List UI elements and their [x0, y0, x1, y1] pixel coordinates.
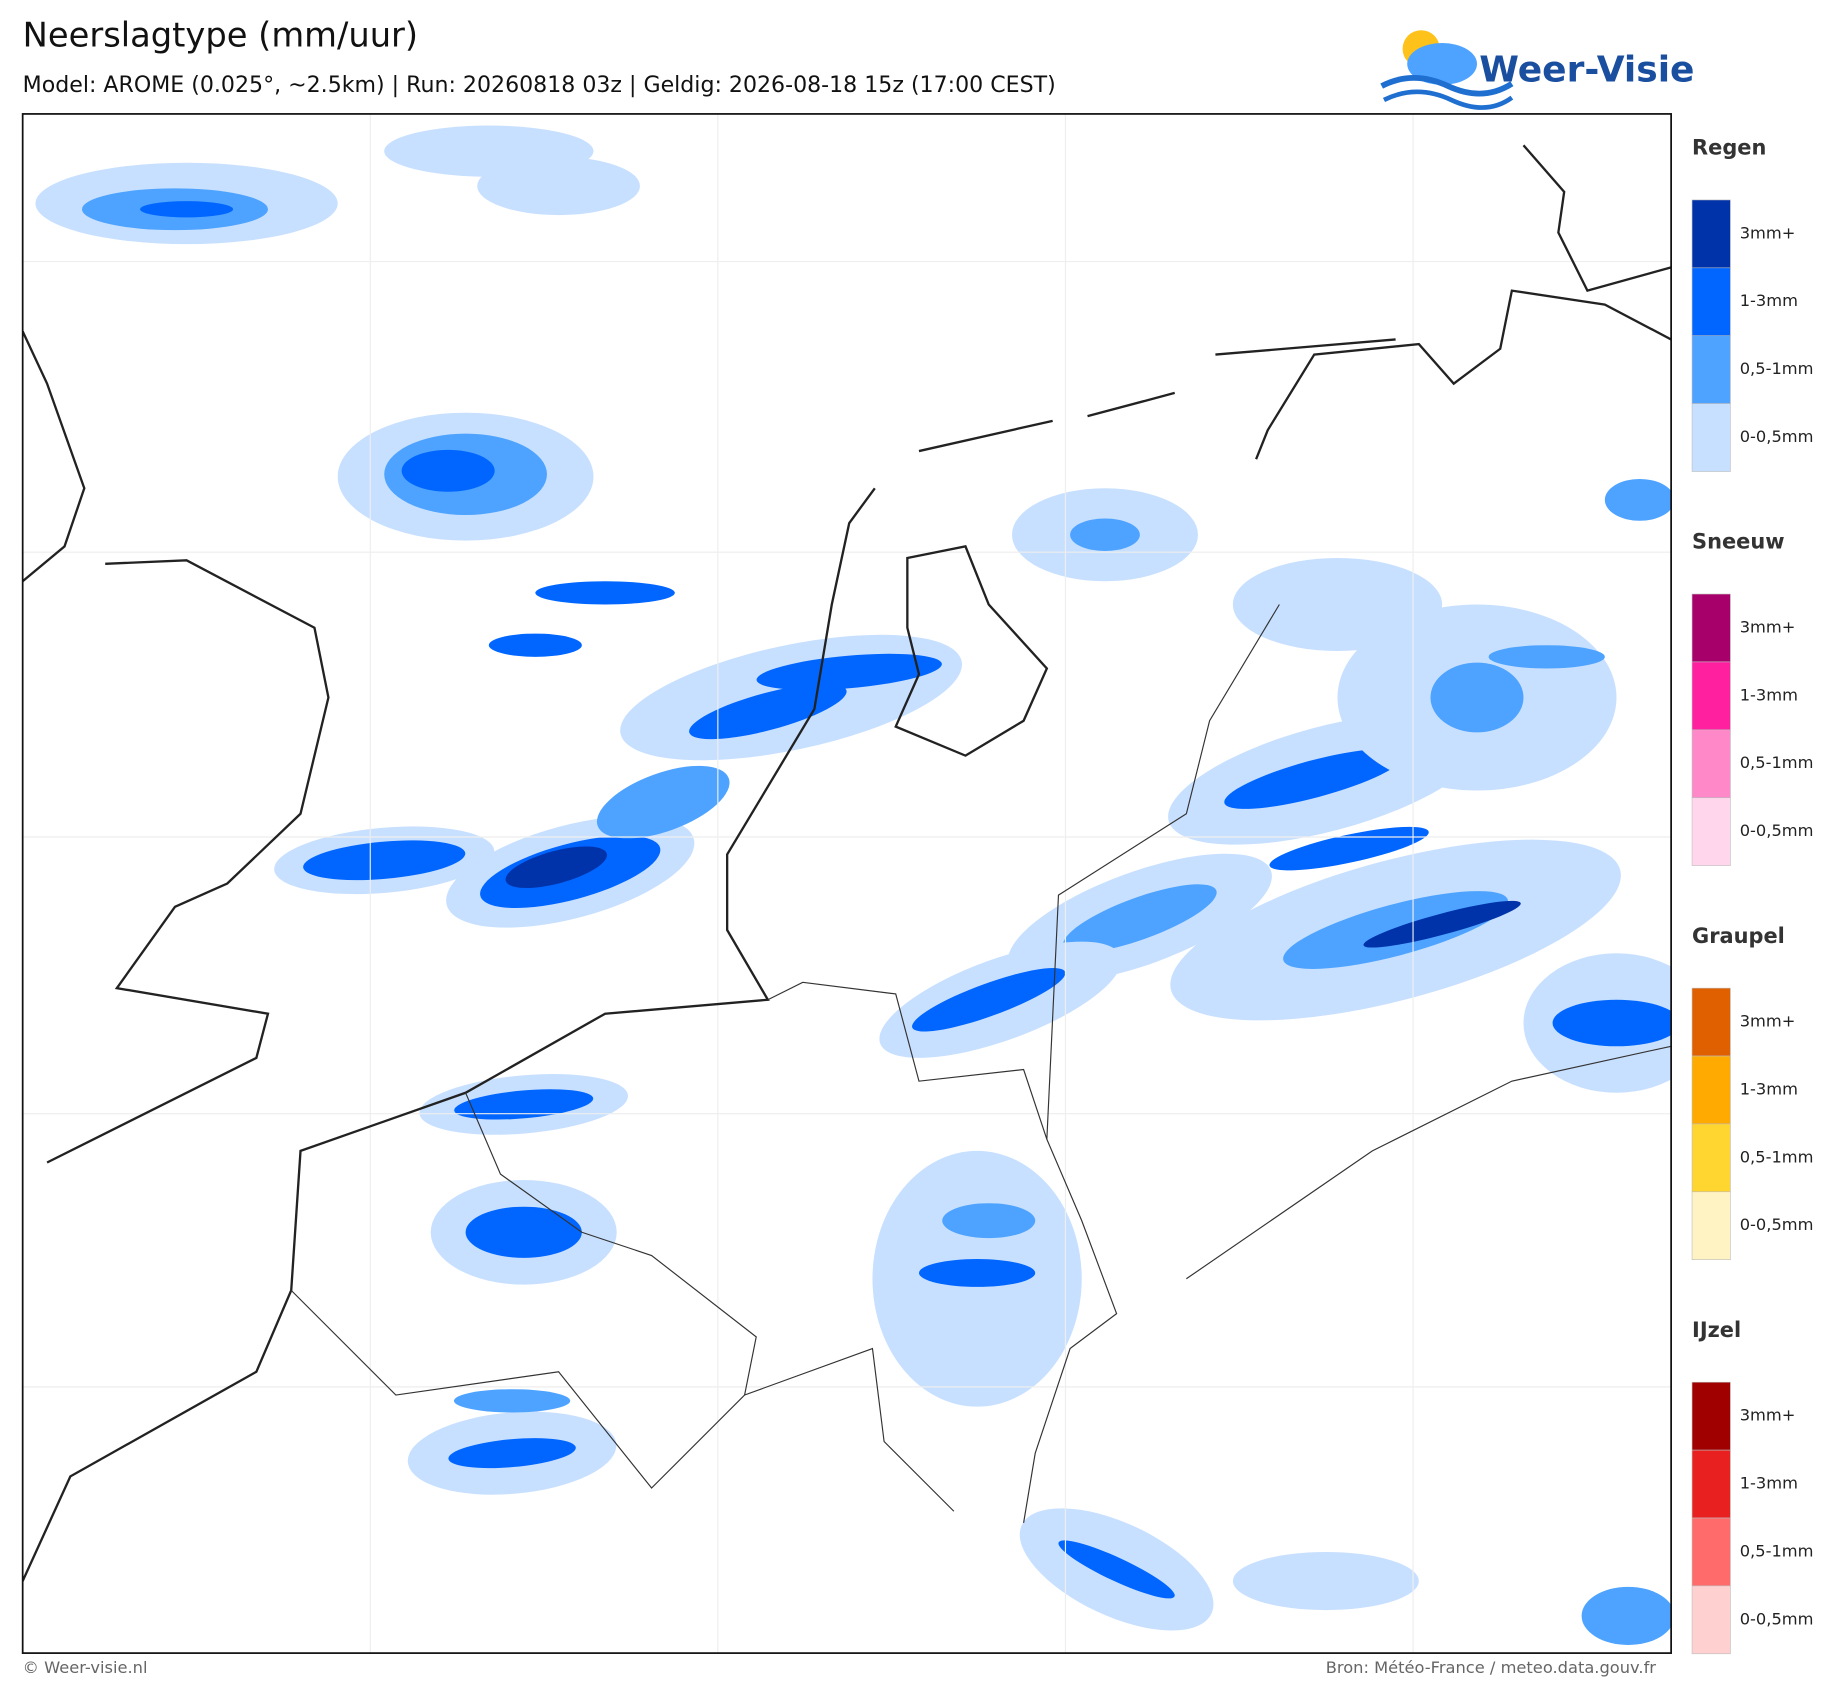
precipitation-area — [454, 1089, 594, 1120]
footer-right: Bron: Météo-France / meteo.data.gouv.fr — [1326, 1658, 1657, 1677]
footer-left: © Weer-visie.nl — [23, 1658, 148, 1677]
legend-label: 1-3mm — [1740, 1079, 1798, 1098]
legend-swatch — [1691, 1055, 1731, 1125]
precipitation-area — [465, 1206, 582, 1258]
legend-swatch — [1691, 335, 1731, 404]
precipitation-area — [505, 846, 607, 888]
precipitation-area — [1269, 826, 1429, 871]
precipitation-area — [1430, 662, 1524, 733]
precipitation-area — [942, 1203, 1036, 1239]
title: Neerslagtype (mm/uur) — [23, 16, 418, 55]
legend-swatch — [1691, 1123, 1731, 1193]
precipitation-area — [1070, 518, 1140, 552]
precipitation-area — [1363, 900, 1521, 948]
precipitation-area — [1232, 1551, 1419, 1611]
legend-swatch — [1691, 1191, 1731, 1260]
precipitation-area — [756, 653, 942, 691]
legend-label: 3mm+ — [1740, 1012, 1796, 1031]
legend-swatch — [1691, 1585, 1731, 1655]
precipitation-area — [1224, 748, 1405, 809]
precipitation-area — [1232, 558, 1443, 652]
graticule — [22, 113, 1672, 1654]
precipitation-area — [453, 1389, 571, 1413]
legend-swatch — [1691, 729, 1731, 799]
legend-swatch — [1691, 1517, 1731, 1587]
legend-swatch — [1691, 1449, 1731, 1519]
legend-swatch — [1691, 593, 1731, 663]
legend-label: 0,5-1mm — [1740, 359, 1814, 378]
legend-label: 3mm+ — [1740, 1406, 1796, 1425]
precipitation-area — [1552, 999, 1672, 1047]
legend-title: IJzel — [1692, 1318, 1741, 1342]
legend-label: 1-3mm — [1740, 291, 1798, 310]
logo: Weer-Visie — [1380, 30, 1694, 110]
coastlines — [22, 144, 1672, 1582]
precipitation-area — [1488, 645, 1605, 669]
legend-swatch — [1691, 199, 1731, 269]
precipitation-area — [384, 125, 594, 177]
legend-title: Sneeuw — [1692, 530, 1785, 554]
subtitle: Model: AROME (0.025°, ~2.5km) | Run: 202… — [23, 73, 1056, 98]
legend-label: 1-3mm — [1740, 685, 1798, 704]
precipitation-area — [140, 201, 234, 218]
legend-title: Regen — [1692, 136, 1766, 160]
legend-label: 0,5-1mm — [1740, 753, 1814, 772]
precipitation-area — [1604, 478, 1672, 521]
legend-swatch — [1691, 1381, 1731, 1451]
legend-title: Graupel — [1692, 924, 1785, 948]
legend-label: 0,5-1mm — [1740, 1147, 1814, 1166]
precipitation-area — [912, 968, 1066, 1032]
legend-label: 0-0,5mm — [1740, 427, 1814, 446]
precipitation-area — [448, 1438, 576, 1469]
legend-label: 0-0,5mm — [1740, 1609, 1814, 1628]
precipitation-area — [918, 1259, 1036, 1287]
precipitation-area — [303, 840, 466, 881]
legend-swatch — [1691, 403, 1731, 472]
legend-swatch — [1691, 661, 1731, 731]
precipitation-area — [535, 581, 675, 605]
logo-text: Weer-Visie — [1479, 49, 1694, 90]
map-frame — [21, 113, 1672, 1654]
legend-label: 0-0,5mm — [1740, 1215, 1814, 1234]
precipitation-area — [488, 633, 582, 657]
precipitation-area — [596, 765, 730, 839]
map-area — [22, 113, 1672, 1654]
precipitation-area — [401, 449, 495, 492]
legend-label: 0,5-1mm — [1740, 1541, 1814, 1560]
precipitation-area — [689, 683, 847, 740]
legend-label: 1-3mm — [1740, 1473, 1798, 1492]
legend-label: 0-0,5mm — [1740, 821, 1814, 840]
borders — [290, 604, 1672, 1523]
precipitation-area — [1058, 1540, 1175, 1599]
precipitation-area — [1063, 884, 1217, 953]
legend-swatch — [1691, 987, 1731, 1057]
legend: Regen 3mm+ 1-3mm 0,5-1mm 0-0,5mm Sneeuw 3mm+ 1-… — [1691, 136, 1814, 1655]
legend-swatch — [1691, 797, 1731, 866]
legend-label: 3mm+ — [1740, 223, 1796, 242]
legend-swatch — [1691, 267, 1731, 337]
legend-label: 3mm+ — [1740, 617, 1796, 636]
precipitation-area — [1581, 1586, 1672, 1645]
